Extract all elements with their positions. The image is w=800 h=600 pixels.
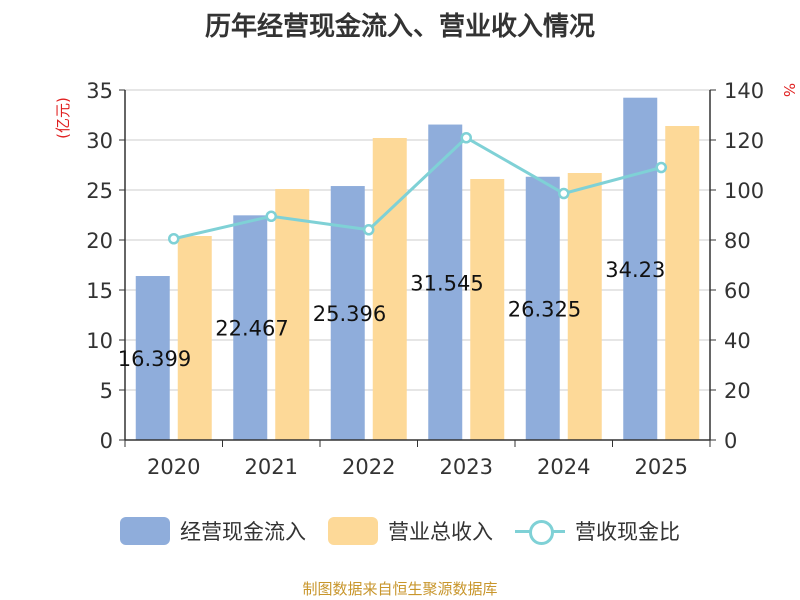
ratio-point-2024: [558, 187, 570, 200]
bars-layer: [135, 97, 700, 441]
bar-revenue-2023: [470, 179, 505, 440]
bar-cash-2023: [428, 124, 463, 441]
ratio-point-2023: [460, 132, 472, 144]
x-tick-label: 2024: [537, 455, 590, 479]
axes-layer: 05101520253035020406080100120140(亿元)%202…: [54, 79, 798, 479]
data-label-cash-2024: 26.325: [508, 297, 581, 321]
y-right-axis-label: %: [780, 83, 798, 97]
legend-item-ratio[interactable]: 营收现金比: [515, 516, 680, 546]
data-label-cash-2021: 22.467: [215, 317, 288, 341]
data-label-cash-2020: 16.399: [118, 347, 191, 371]
x-tick-label: 2021: [245, 455, 298, 479]
ratio-swatch-icon: [515, 517, 565, 545]
legend-label-ratio: 营收现金比: [575, 520, 680, 544]
y-right-tick-label: 140: [724, 79, 764, 103]
legend-label-cash: 经营现金流入: [180, 520, 306, 544]
bar-cash-2020: [135, 276, 170, 440]
revenue-swatch-icon: [328, 517, 378, 545]
data-label-cash-2022: 25.396: [313, 302, 386, 326]
y-right-tick-label: 20: [724, 379, 751, 403]
y-left-tick-label: 30: [86, 129, 113, 153]
bar-cash-2021: [233, 215, 268, 440]
ratio-point-2020: [168, 233, 180, 245]
y-left-tick-label: 35: [86, 79, 113, 103]
cash-swatch-icon: [120, 517, 170, 545]
bar-revenue-2024: [567, 173, 602, 440]
legend-item-cash[interactable]: 经营现金流入: [120, 516, 306, 546]
y-right-tick-label: 60: [724, 279, 751, 303]
y-left-tick-label: 20: [86, 229, 113, 253]
y-left-tick-label: 5: [100, 379, 113, 403]
bar-revenue-2025: [665, 126, 700, 440]
y-left-tick-label: 25: [86, 179, 113, 203]
legend: 经营现金流入 营业总收入 营收现金比: [0, 516, 800, 546]
y-right-tick-label: 120: [724, 129, 764, 153]
ratio-line-layer: [168, 132, 667, 245]
legend-label-revenue: 营业总收入: [388, 520, 493, 544]
bar-cash-2025: [623, 97, 658, 440]
ratio-point-2025: [655, 161, 667, 174]
ratio-point-2021: [265, 210, 277, 222]
data-labels-layer: 16.399 22.467 25.396 31.545 26.325 34.23: [118, 258, 666, 371]
bar-cash-2024: [525, 176, 560, 440]
y-left-tick-label: 15: [86, 279, 113, 303]
bar-revenue-2022: [372, 138, 407, 440]
ratio-point-2022: [363, 224, 375, 236]
y-right-tick-label: 0: [724, 429, 737, 453]
source-note: 制图数据来自恒生聚源数据库: [302, 580, 498, 598]
data-label-cash-2023: 31.545: [410, 271, 483, 295]
legend-item-revenue[interactable]: 营业总收入: [328, 516, 493, 546]
bar-revenue-2021: [275, 189, 310, 440]
y-left-tick-label: 0: [100, 429, 113, 453]
bar-revenue-2020: [177, 236, 212, 440]
ratio-line: [173, 135, 662, 241]
y-left-axis-label: (亿元): [54, 97, 72, 139]
y-right-tick-label: 40: [724, 329, 751, 353]
x-tick-label: 2023: [440, 455, 493, 479]
y-right-tick-label: 100: [724, 179, 764, 203]
x-tick-label: 2025: [635, 455, 688, 479]
y-right-tick-label: 80: [724, 229, 751, 253]
grid-lines: [125, 89, 710, 391]
data-label-cash-2025: 34.23: [605, 258, 665, 282]
y-left-tick-label: 10: [86, 329, 113, 353]
x-tick-label: 2022: [342, 455, 395, 479]
x-tick-label: 2020: [147, 455, 200, 479]
chart-title: 历年经营现金流入、营业收入情况: [204, 12, 595, 42]
